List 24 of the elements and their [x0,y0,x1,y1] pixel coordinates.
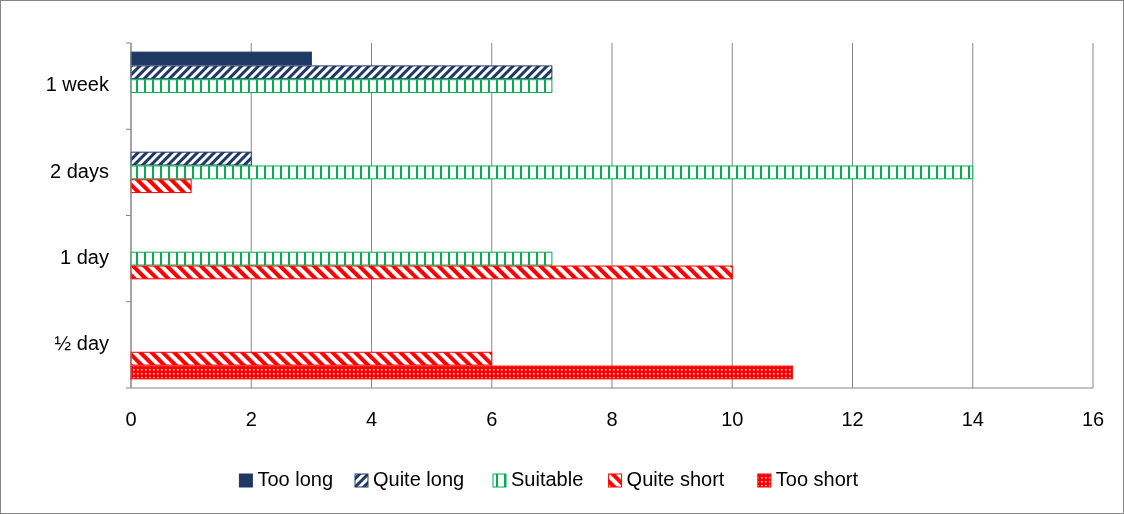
x-tick-label: 14 [961,408,984,430]
bar [130,179,192,194]
legend-label: Suitable [511,468,584,491]
y-tick-label: 1 day [60,245,109,268]
bar [130,165,974,180]
x-tick-label: 2 [245,408,257,430]
x-tick-label: 8 [606,408,618,430]
x-tick-label: 6 [486,408,498,430]
y-tick-label: ½ day [54,332,109,355]
bar [130,151,252,166]
legend-label: Too long [257,468,334,491]
x-tick-label: 16 [1081,408,1105,430]
bar [130,79,553,94]
legend-label: Too short [775,468,859,491]
x-tick-label: 10 [721,408,744,430]
x-tick-label: 4 [365,408,378,430]
bar [130,251,553,266]
legend-label: Quite long [373,468,465,491]
x-tick-label: 0 [125,408,137,430]
y-tick-label: 1 week [45,73,110,96]
bar [130,265,733,280]
x-tick-label: 12 [841,408,864,430]
legend-label: Quite short [626,468,725,491]
y-tick-label: 2 days [50,159,109,182]
